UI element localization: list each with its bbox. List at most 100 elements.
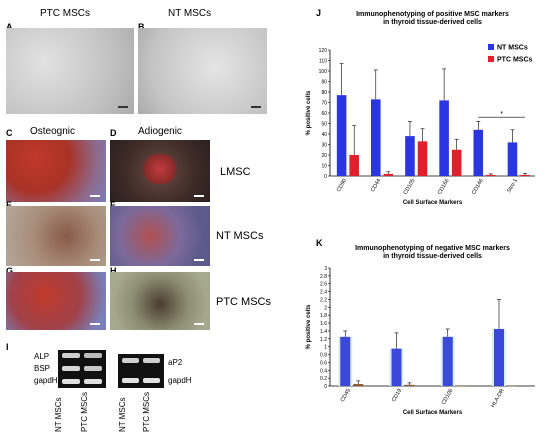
panel-j-letter: J (316, 8, 322, 18)
bar (507, 386, 517, 387)
panel-c-letter: C (6, 128, 13, 138)
bar (405, 136, 415, 176)
x-axis-label: Cell Surface Markers (403, 200, 463, 206)
y-tick-label: 100 (319, 69, 328, 75)
gel-right (118, 354, 164, 388)
negative-markers-chart: Immunophenotyping of negative MSC marker… (306, 245, 535, 416)
panel-a-letter: A (6, 22, 13, 32)
gel-right-gene-ap2: aP2 (168, 358, 183, 367)
x-axis-label: Cell Surface Markers (403, 410, 463, 416)
row-label-ptc: PTC MSCs (216, 296, 271, 308)
y-tick-label: 2 (324, 305, 327, 311)
bar (371, 99, 381, 176)
x-tick-label: CD166 (437, 178, 451, 196)
y-tick-label: 10 (321, 164, 327, 170)
bar (391, 348, 402, 386)
panel-b-title: NT MSCs (168, 8, 212, 19)
y-tick-label: 20 (321, 153, 327, 159)
legend-label: PTC MSCs (497, 57, 533, 64)
panel-k-letter: K (316, 238, 323, 248)
panel-h-letter: H (110, 266, 117, 276)
chart-title-line: in thyroid tissue-derived cells (383, 253, 482, 260)
panel-d-title: Adiogenic (138, 126, 182, 137)
chart-title-line: Immunophenotyping of negative MSC marker… (355, 245, 510, 252)
y-tick-label: 0 (324, 174, 327, 180)
bar (507, 142, 518, 176)
bar (455, 386, 466, 387)
row-label-lmsc: LMSC (220, 166, 251, 178)
panel-c-title: Osteognic (30, 126, 76, 137)
bar (349, 155, 359, 176)
y-tick-label: 60 (321, 111, 327, 117)
y-tick-label: 80 (321, 90, 327, 96)
row-label-nt: NT MSCs (216, 230, 264, 242)
y-tick-label: 3 (324, 266, 327, 272)
adipogenic-image-ptc (110, 272, 210, 330)
chart-title-line: Immunophenotyping of positive MSC marker… (356, 11, 509, 18)
y-tick-label: 2.8 (320, 274, 327, 280)
gel-right-gene-gapdh: gapdH (168, 376, 192, 385)
y-tick-label: 0 (324, 384, 327, 390)
osteogenic-image-nt (6, 206, 106, 266)
bar (439, 100, 449, 176)
gel-left (58, 350, 106, 388)
adipogenic-image-lmsc (110, 140, 210, 202)
y-tick-label: 1.6 (320, 321, 327, 327)
x-tick-label: CD19 (391, 388, 403, 403)
bar (473, 129, 484, 176)
y-tick-label: 30 (321, 143, 327, 149)
y-tick-label: 1.8 (320, 313, 327, 319)
chart-title-line: in thyroid tissue-derived cells (383, 19, 482, 26)
legend-swatch (488, 44, 494, 50)
significance-star: * (500, 111, 503, 118)
y-tick-label: 2.6 (320, 282, 327, 288)
panel-f-letter: F (110, 200, 116, 210)
panel-d-letter: D (110, 128, 117, 138)
x-tick-label: CD45 (340, 388, 352, 403)
gel-left-gene-alp: ALP (34, 352, 50, 361)
y-tick-label: 1 (324, 345, 327, 351)
x-tick-label: CD146 (471, 178, 485, 196)
bar (417, 141, 428, 176)
y-tick-label: 0.4 (320, 368, 327, 374)
bar (486, 174, 496, 176)
x-tick-label: Stro-1 (506, 178, 519, 194)
bar (383, 173, 394, 176)
gel-left-gene-gapdh: gapdH (34, 376, 58, 385)
bar (451, 149, 462, 176)
bar (340, 336, 351, 386)
x-tick-label: HLA-DR (490, 388, 505, 409)
positive-markers-chart: Immunophenotyping of positive MSC marker… (306, 11, 535, 206)
phase-image-nt (138, 28, 267, 114)
y-tick-label: 90 (321, 80, 327, 86)
gel-left-gene-bsp: BSP (34, 364, 51, 373)
panel-b-letter: B (138, 22, 145, 32)
y-tick-label: 50 (321, 122, 327, 128)
x-tick-label: CD90 (336, 178, 348, 193)
x-tick-label: CD105 (403, 178, 417, 196)
gel-left-lane-nt: NT MSCs (54, 397, 63, 432)
gel-right-lane-ptc: PTC MSCs (142, 392, 151, 432)
x-tick-label: CD44 (370, 178, 382, 193)
osteogenic-image-ptc (6, 272, 106, 330)
y-tick-label: 70 (321, 101, 327, 107)
bar (520, 174, 530, 176)
bar (442, 336, 453, 386)
y-axis-label: % positive cells (306, 90, 312, 135)
panel-e-letter: E (6, 200, 13, 210)
y-tick-label: 1.4 (320, 329, 327, 335)
gel-left-lane-ptc: PTC MSCs (80, 392, 89, 432)
legend-label: NT MSCs (497, 45, 528, 52)
panel-a-title: PTC MSCs (40, 8, 90, 19)
panel-g-letter: G (6, 266, 14, 276)
x-tick-label: CD106 (441, 388, 455, 406)
y-axis-label: % positive cells (306, 304, 312, 349)
osteogenic-image-lmsc (6, 140, 106, 202)
y-tick-label: 120 (319, 48, 328, 54)
panel-i-letter: I (6, 342, 9, 352)
bar (353, 384, 364, 386)
y-tick-label: 2.4 (320, 290, 327, 296)
bar (494, 328, 504, 386)
gel-right-lane-nt: NT MSCs (118, 397, 127, 432)
y-tick-label: 110 (319, 59, 327, 65)
